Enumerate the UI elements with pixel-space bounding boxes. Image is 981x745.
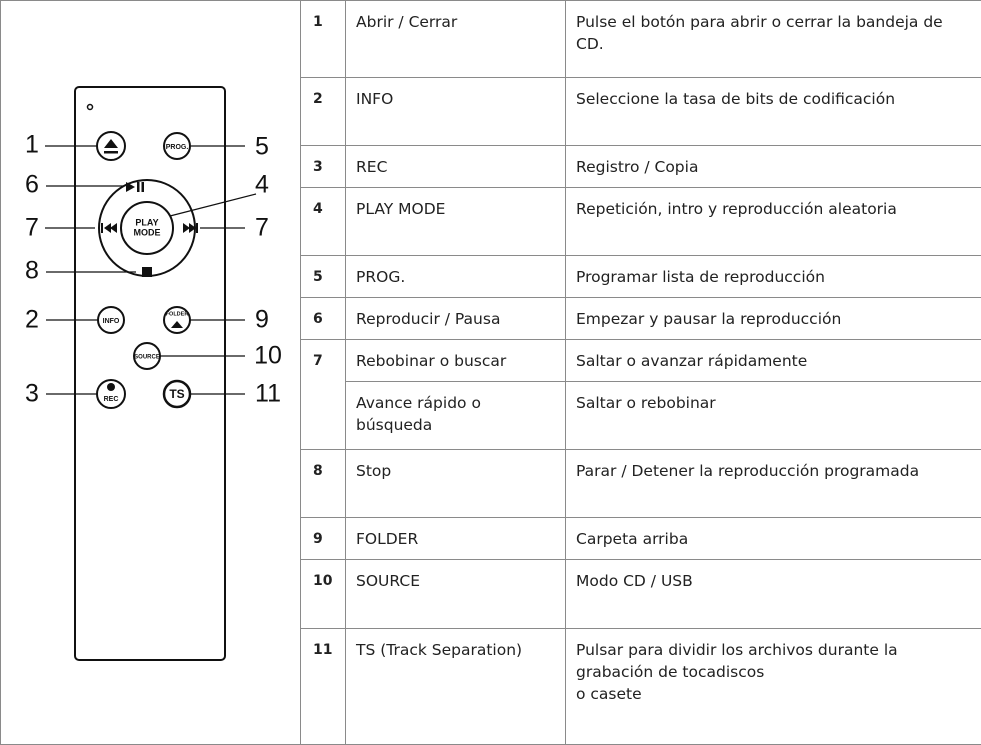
callout: 11 (255, 380, 281, 408)
button-label: MODE (134, 227, 161, 237)
row-number: 7 (301, 340, 346, 450)
button-label: REC (104, 396, 119, 403)
button-name: Abrir / Cerrar (346, 1, 566, 78)
button-description: Seleccione la tasa de bits de codificaci… (566, 78, 981, 146)
button-label: TS (169, 387, 184, 401)
led (88, 105, 93, 110)
button-description: Saltar o rebobinar (566, 382, 981, 450)
callout: 10 (254, 342, 282, 370)
callout: 3 (25, 380, 39, 408)
button-description: Pulse el botón para abrir o cerrar la ba… (566, 1, 981, 78)
button-label: SOURCE (134, 355, 160, 361)
row-number: 11 (301, 629, 346, 745)
row-number: 4 (301, 188, 346, 256)
button-name: PROG. (346, 256, 566, 298)
button-description: Parar / Detener la reproducción programa… (566, 450, 981, 518)
callout: 4 (255, 171, 269, 199)
button-description: Empezar y pausar la reproducción (566, 298, 981, 340)
button-description: Registro / Copia (566, 146, 981, 188)
button-description: Carpeta arriba (566, 518, 981, 560)
button-label: INFO (103, 318, 120, 325)
remote-body (75, 87, 225, 660)
button-name: Rebobinar o buscar (346, 340, 566, 382)
button-name: FOLDER (346, 518, 566, 560)
button-description: Pulsar para dividir los archivos durante… (566, 629, 981, 745)
button-description: Repetición, intro y reproducción aleator… (566, 188, 981, 256)
button-description: Programar lista de reproducción (566, 256, 981, 298)
button-label: FOLDER (166, 311, 189, 317)
button-name: Stop (346, 450, 566, 518)
button-name: PLAY MODE (346, 188, 566, 256)
row-number: 2 (301, 78, 346, 146)
row-number: 6 (301, 298, 346, 340)
button-name: INFO (346, 78, 566, 146)
button-label: PLAY (135, 217, 158, 227)
callout: 5 (255, 133, 269, 161)
button-name: Reproducir / Pausa (346, 298, 566, 340)
button-name: SOURCE (346, 560, 566, 629)
callout: 9 (255, 306, 269, 334)
button-description: Modo CD / USB (566, 560, 981, 629)
button-label: PROG. (166, 144, 189, 151)
row-number: 10 (301, 560, 346, 629)
row-number: 9 (301, 518, 346, 560)
callout: 7 (25, 214, 39, 242)
row-number: 8 (301, 450, 346, 518)
button-name: Avance rápido o búsqueda (346, 382, 566, 450)
button-name: REC (346, 146, 566, 188)
row-number: 1 (301, 1, 346, 78)
row-number: 5 (301, 256, 346, 298)
callout: 7 (255, 214, 269, 242)
callout: 8 (25, 257, 39, 285)
row-number: 3 (301, 146, 346, 188)
remote-diagram: 1 5 6 4 7 7 8 2 9 10 3 11 PROG. PLAY MOD… (0, 0, 300, 744)
callout: 6 (25, 171, 39, 199)
callout: 1 (25, 131, 39, 159)
button-name: TS (Track Separation) (346, 629, 566, 745)
callout: 2 (25, 306, 39, 334)
button-description: Saltar o avanzar rápidamente (566, 340, 981, 382)
